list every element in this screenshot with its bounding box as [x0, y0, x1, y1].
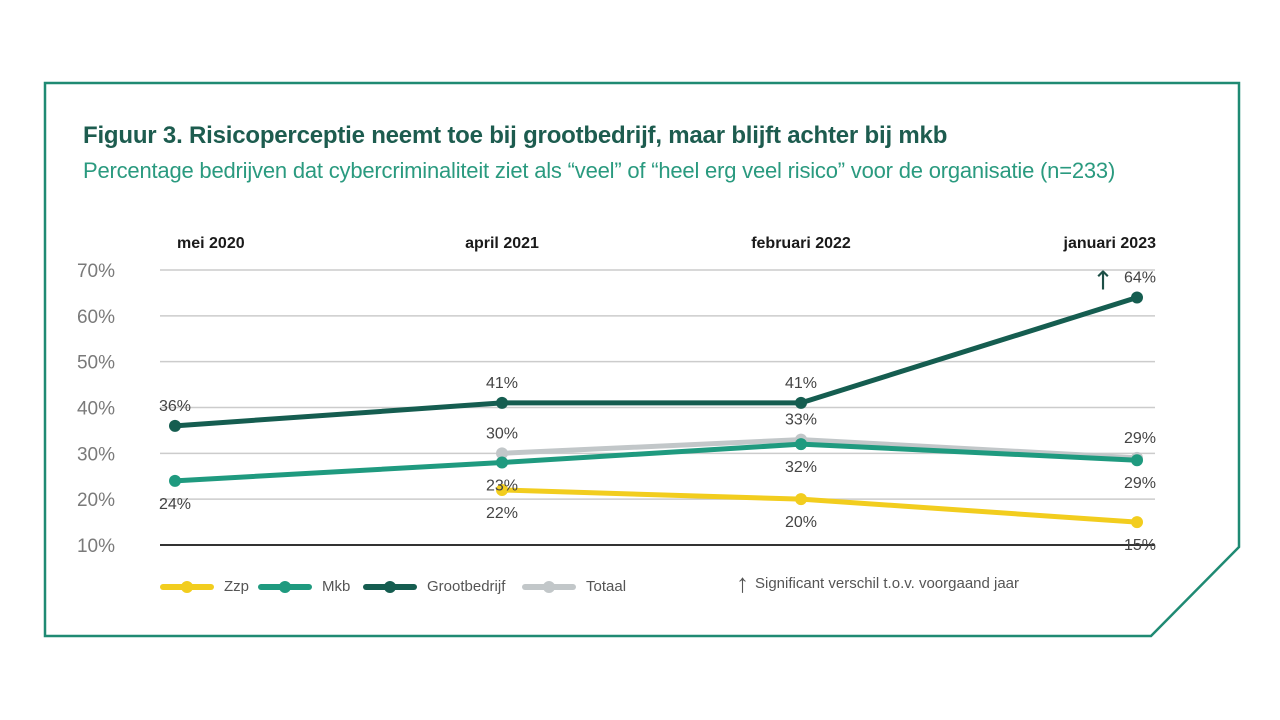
chart-title: Figuur 3. Risicoperceptie neemt toe bij …: [83, 122, 948, 149]
y-tick-label: 60%: [77, 307, 115, 328]
y-tick-label: 70%: [77, 261, 115, 282]
data-label-mkb: 29%: [1124, 475, 1156, 492]
legend-item-grootbedrijf: Grootbedrijf: [363, 578, 505, 595]
legend-label-zzp: Zzp: [224, 578, 250, 595]
legend-item-mkb: Mkb: [258, 578, 350, 595]
data-point-mkb: [496, 456, 508, 469]
data-point-grootbedrijf: [496, 396, 508, 409]
y-tick-label: 20%: [77, 490, 115, 511]
data-point-totaal: [496, 447, 508, 460]
data-label-zzp: 22%: [486, 505, 518, 522]
data-label-grootbedrijf: 41%: [486, 375, 518, 392]
category-label-april-2021: april 2021: [465, 235, 539, 252]
category-label-mei-2020: mei 2020: [177, 235, 245, 252]
legend-item-zzp: Zzp: [160, 578, 249, 595]
data-point-zzp: [1131, 516, 1143, 529]
significance-note-label: Significant verschil t.o.v. voorgaand ja…: [755, 574, 1020, 592]
data-label-grootbedrijf: 41%: [785, 375, 817, 392]
series-line-zzp: [499, 487, 1140, 525]
legend-swatch-totaal: [522, 580, 576, 593]
data-label-grootbedrijf: 36%: [159, 398, 191, 415]
y-tick-label: 30%: [77, 444, 115, 465]
data-point-mkb: [169, 474, 181, 487]
y-tick-label: 50%: [77, 353, 115, 374]
significance-arrow-icon: ↑: [1092, 267, 1114, 297]
legend-label-mkb: Mkb: [322, 578, 351, 595]
data-label-totaal: 30%: [486, 425, 518, 442]
category-label-februari-2022: februari 2022: [751, 235, 851, 252]
data-label-zzp: 15%: [1124, 537, 1156, 554]
data-point-mkb: [795, 438, 807, 451]
y-tick-label: 40%: [77, 399, 115, 420]
category-label-januari-2023: januari 2023: [1063, 235, 1157, 252]
legend-swatch-zzp: [160, 580, 214, 593]
data-label-grootbedrijf: 64%: [1124, 270, 1156, 287]
data-label-mkb: 23%: [486, 478, 518, 495]
legend-swatch-mkb: [258, 580, 312, 593]
data-point-grootbedrijf: [169, 419, 181, 432]
data-label-zzp: 20%: [785, 514, 817, 531]
data-point-mkb: [1131, 454, 1143, 467]
series-line-mkb: [172, 441, 1140, 484]
series-line-grootbedrijf: [172, 295, 1140, 429]
data-point-zzp: [795, 493, 807, 506]
legend-label-grootbedrijf: Grootbedrijf: [427, 578, 506, 595]
data-label-totaal: 33%: [785, 412, 817, 429]
data-label-mkb: 32%: [785, 459, 817, 476]
data-label-mkb: 24%: [159, 496, 191, 513]
data-point-grootbedrijf: [795, 396, 807, 409]
data-point-grootbedrijf: [1131, 291, 1143, 304]
data-point-zzp: [496, 484, 508, 496]
significance-note: ↑ Significant verschil t.o.v. voorgaand …: [736, 570, 1019, 596]
y-tick-label: 10%: [77, 536, 115, 557]
chart-subtitle: Percentage bedrijven dat cybercriminalit…: [83, 158, 1116, 183]
legend-label-totaal: Totaal: [586, 578, 627, 595]
legend-swatch-grootbedrijf: [363, 580, 417, 593]
data-label-totaal: 29%: [1124, 430, 1156, 447]
legend-item-totaal: Totaal: [522, 578, 626, 595]
up-arrow-icon: ↑: [736, 568, 749, 598]
